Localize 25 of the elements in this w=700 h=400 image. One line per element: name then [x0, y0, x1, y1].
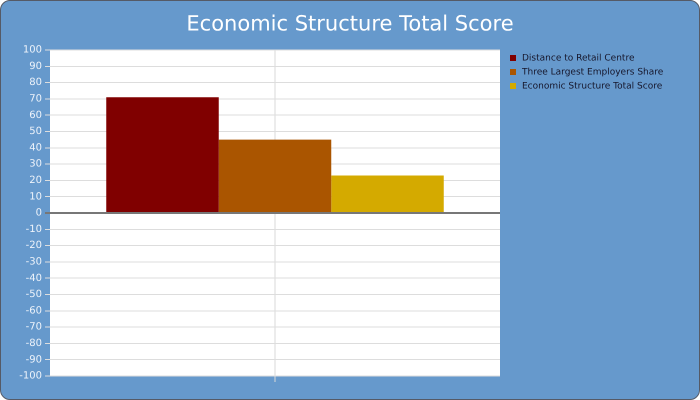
y-tick-label: 0: [36, 208, 42, 219]
y-tick-label: -90: [26, 354, 42, 366]
y-tick-label: 90: [29, 60, 42, 72]
y-tick-label: 20: [29, 174, 42, 186]
y-tick-label: -10: [26, 224, 42, 235]
y-tick-label: -20: [26, 240, 42, 252]
legend-label: Economic Structure Total Score: [522, 81, 663, 92]
y-tick-label: -80: [26, 338, 42, 349]
y-tick-label: 40: [29, 142, 42, 154]
legend-label: Three Largest Employers Share: [521, 67, 664, 78]
y-tick-label: -70: [26, 322, 42, 333]
chart-title: Economic Structure Total Score: [186, 11, 514, 36]
y-tick-label: 60: [29, 110, 42, 121]
y-tick-label: -30: [26, 256, 42, 268]
y-tick-label: -100: [19, 370, 42, 382]
y-tick-label: -60: [26, 305, 42, 316]
legend-label: Distance to Retail Centre: [522, 53, 635, 64]
y-tick-label: 50: [29, 126, 42, 138]
y-tick-label: 10: [29, 191, 42, 202]
y-tick-label: -50: [26, 289, 42, 300]
y-tick-label: 80: [29, 77, 42, 88]
y-tick-label: -40: [26, 272, 42, 284]
y-tick-label: 70: [29, 93, 42, 104]
y-tick-label: 30: [29, 158, 42, 170]
y-tick-label: 100: [22, 44, 42, 56]
